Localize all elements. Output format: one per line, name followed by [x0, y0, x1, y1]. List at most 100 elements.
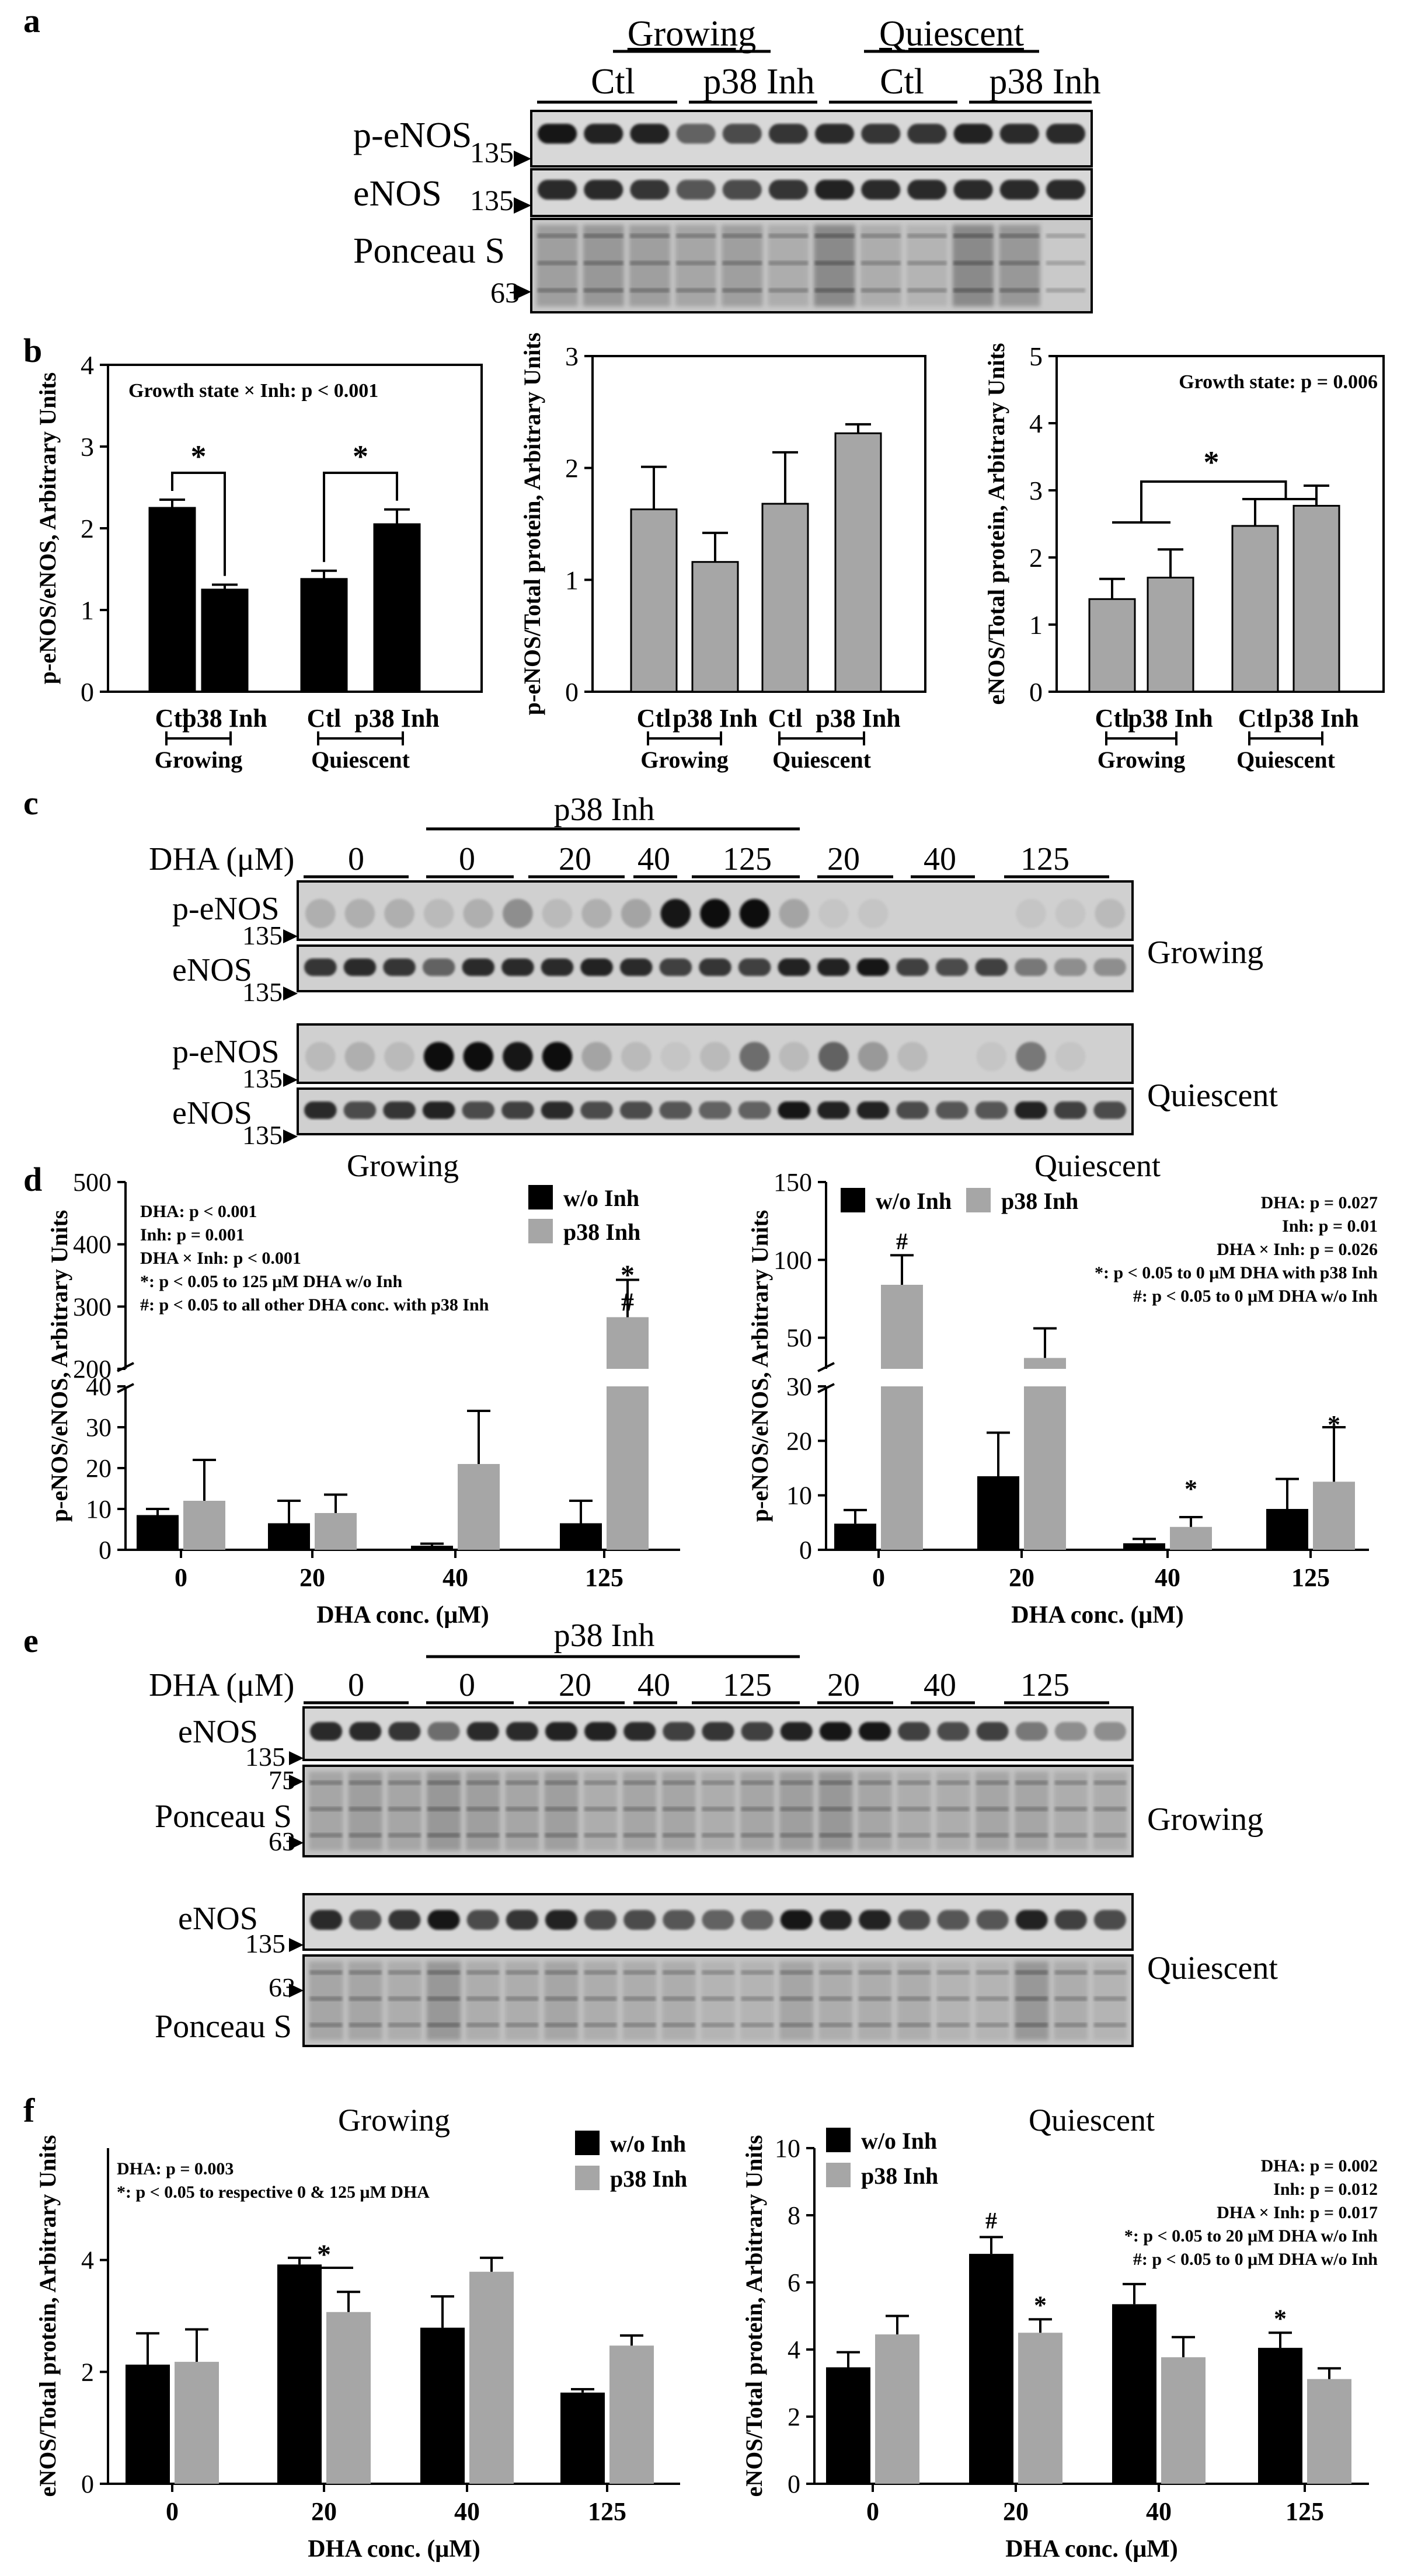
blot-band [1055, 1042, 1086, 1071]
ponceau-band [780, 1833, 813, 1838]
e-arrow-1 [289, 1751, 304, 1765]
bar [560, 2392, 605, 2484]
chart-f2: 0 2 4 6 8 10 eNOS/Total protein, Arbitrary Uni… [741, 2103, 1378, 2563]
bar [1292, 504, 1340, 693]
ponceau-band [898, 1807, 931, 1811]
ponceau-band [898, 1833, 931, 1838]
blot-band [541, 958, 574, 976]
ponceau-band [976, 1807, 1009, 1811]
e-arrow-3 [289, 1836, 304, 1850]
blot-band [702, 1722, 734, 1741]
a-row-label-ponceau: Ponceau S [353, 231, 505, 271]
sig-hash: # [985, 2207, 997, 2233]
legend-label: w/o Inh [876, 1188, 952, 1214]
e-blot-quiescent-ponceau [302, 1954, 1134, 2047]
sig-bracket [171, 472, 226, 576]
ponceau-band [545, 1996, 577, 2001]
ponceau-band [819, 1970, 852, 1975]
blot-band [738, 1101, 771, 1119]
blot-band [975, 1101, 1008, 1119]
bar [175, 2362, 219, 2484]
ponceau-band [898, 1780, 931, 1785]
blot-band [538, 124, 577, 144]
panel-label-b: b [23, 332, 42, 370]
ponceau-band [349, 1807, 382, 1811]
blot-band [305, 1042, 336, 1071]
x-tick-label: Ctl [1238, 704, 1273, 733]
ponceau-band [741, 2023, 774, 2027]
ponceau-band [584, 260, 623, 266]
y-tick-label: 4 [788, 2336, 800, 2364]
legend-label: p38 Inh [610, 2166, 687, 2192]
ponceau-band [1015, 1807, 1048, 1811]
ponceau-band [859, 1970, 891, 1975]
ponceau-band [663, 2023, 695, 2027]
x-tick-label: p38 Inh [816, 704, 901, 733]
ponceau-band [702, 1780, 734, 1785]
dha-value-label: 40 [924, 841, 956, 877]
ponceau-band [768, 233, 808, 238]
a-sub-ctl-1: Ctl [591, 62, 635, 102]
ponceau-band [310, 1996, 343, 2001]
legend-label: p38 Inh [1001, 1188, 1078, 1214]
blot-band [897, 899, 928, 928]
ponceau-band [1015, 2023, 1048, 2027]
blot-band [1055, 899, 1086, 928]
blot-band [1015, 1910, 1048, 1930]
blot-band [581, 1042, 612, 1071]
legend-swatch-black [528, 1185, 553, 1209]
blot-band [819, 1722, 852, 1741]
ponceau-band [388, 1970, 421, 1975]
x-tick-label: 20 [299, 1563, 325, 1592]
blot-band [422, 1101, 455, 1119]
legend-label: p38 Inh [563, 1219, 640, 1245]
blot-band [545, 1910, 577, 1930]
dha-value-label: 20 [559, 1667, 591, 1703]
blot-band [780, 1722, 813, 1741]
dha-value-label: 125 [1020, 841, 1069, 877]
ponceau-band [898, 2023, 931, 2027]
bar [1313, 1482, 1355, 1550]
legend-label: w/o Inh [610, 2131, 686, 2157]
e-cond-growing: Growing [1147, 1801, 1263, 1838]
ponceau-lane [906, 225, 948, 306]
blot-band [935, 1101, 968, 1119]
y-axis-label: p-eNOS/eNOS, Arbitrary Units [46, 1210, 72, 1522]
dha-value-label: 0 [459, 1667, 475, 1703]
e-marker-135-a: 135 [245, 1742, 285, 1772]
ponceau-band [466, 1833, 499, 1838]
ponceau-band [859, 2023, 891, 2027]
ponceau-band [427, 2023, 460, 2027]
y-tick-label: 3 [1029, 476, 1043, 506]
blot-band [305, 899, 336, 928]
bar [1018, 2333, 1062, 2484]
blot-band [699, 1101, 731, 1119]
ponceau-band [310, 1780, 343, 1785]
ponceau-band [819, 2023, 852, 2027]
dha-value-label: 40 [637, 841, 670, 877]
sig-star: * [1184, 1475, 1197, 1503]
blot-band [344, 1042, 375, 1071]
ponceau-band [584, 288, 623, 293]
x-tick-label: 125 [1291, 1563, 1330, 1592]
ponceau-lane [721, 225, 763, 306]
x-axis-label: DHA conc. (μM) [1011, 1602, 1184, 1629]
blot-band [896, 1101, 929, 1119]
blot-band [663, 1722, 695, 1741]
blot-band [779, 1042, 810, 1071]
y-tick-label: 2 [1029, 543, 1043, 573]
bar-upper [881, 1285, 923, 1369]
y-tick-label: 10 [775, 2134, 800, 2163]
dha-value-label: 0 [348, 841, 364, 877]
bar-upper [1024, 1358, 1066, 1369]
blot-band [1095, 1042, 1125, 1071]
group-label: Growing [155, 747, 242, 773]
bar [834, 1524, 876, 1550]
blot-band [383, 958, 416, 976]
panel-a: a Growing Quiescent Ctl p38 Inh Ctl p38 … [23, 2, 1101, 313]
x-tick-label: p38 Inh [354, 704, 440, 733]
x-tick-label: 0 [872, 1563, 885, 1592]
ponceau-band [663, 1807, 695, 1811]
ponceau-band [819, 1833, 852, 1838]
bar-upper [607, 1317, 649, 1369]
